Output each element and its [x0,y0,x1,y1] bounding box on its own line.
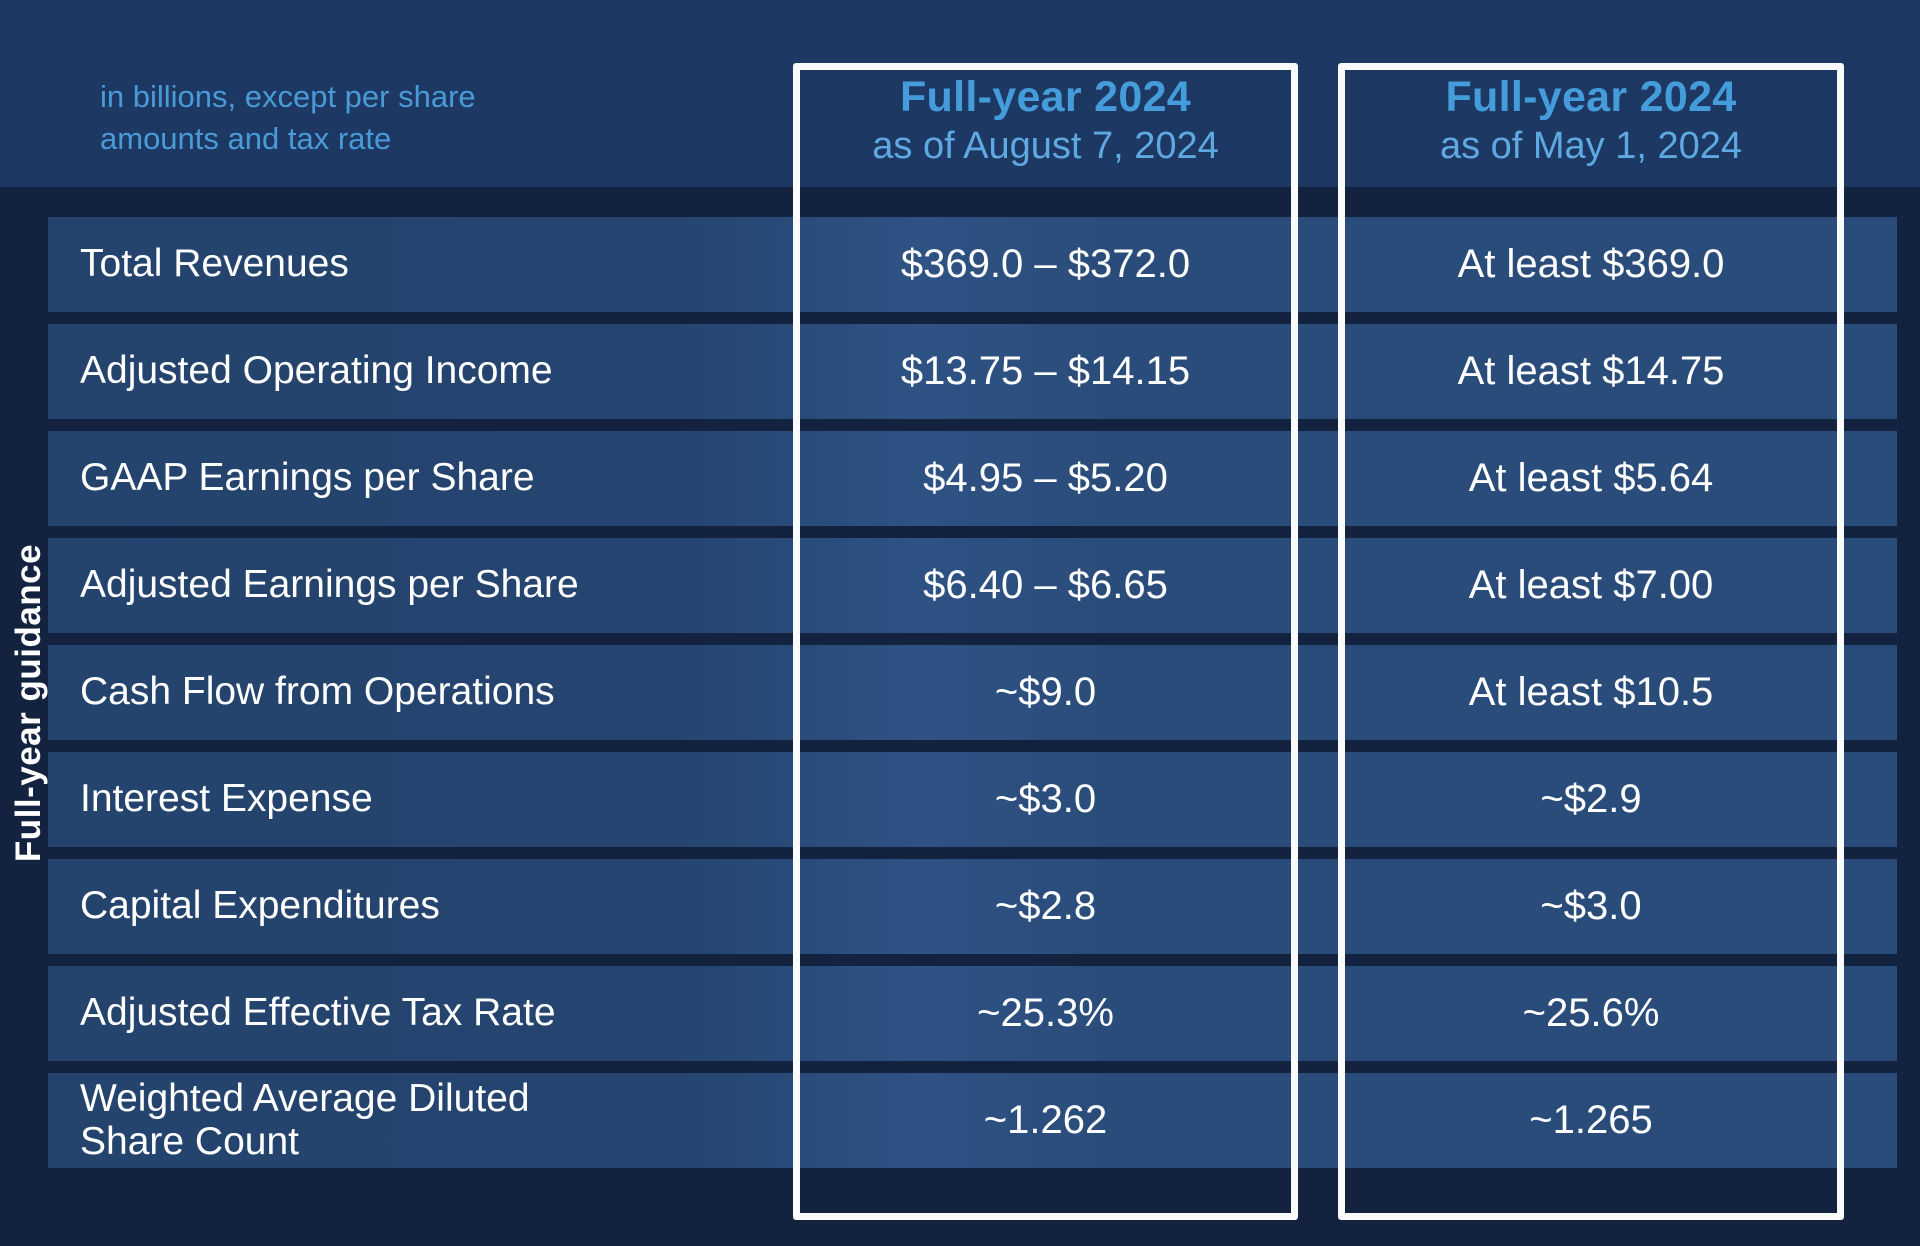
value-may1: ~$2.9 [1540,777,1642,821]
column-title: Full-year 2024 [899,73,1192,121]
value-aug7: $369.0 – $372.0 [900,242,1191,286]
aug-column-outline-box [793,63,1298,1220]
row-label: Interest Expense [80,777,373,821]
header-band [0,0,1920,187]
row-label: Cash Flow from Operations [80,670,555,714]
row-label: GAAP Earnings per Share [80,456,535,500]
may-column-outline-box [1338,63,1844,1220]
row-label: Adjusted Operating Income [80,349,553,393]
value-may1: ~$3.0 [1540,884,1642,928]
value-may1: ~1.265 [1529,1098,1653,1142]
table-row: GAAP Earnings per Share $4.95 – $5.20 At… [48,431,1897,526]
value-may1: At least $369.0 [1457,242,1725,286]
table-row: Capital Expenditures ~$2.8 ~$3.0 [48,859,1897,954]
row-label: Weighted Average Diluted Share Count [80,1077,530,1163]
row-label: Capital Expenditures [80,884,440,928]
table-row: Adjusted Operating Income $13.75 – $14.1… [48,324,1897,419]
value-may1: At least $7.00 [1468,563,1714,607]
value-aug7: ~$3.0 [994,777,1097,821]
value-may1: At least $14.75 [1457,349,1725,393]
table-row: Weighted Average Diluted Share Count ~1.… [48,1073,1897,1168]
row-label: Adjusted Earnings per Share [80,563,579,607]
column-subtitle: as of August 7, 2024 [872,124,1219,167]
table-row: Cash Flow from Operations ~$9.0 At least… [48,645,1897,740]
table-row: Adjusted Earnings per Share $6.40 – $6.6… [48,538,1897,633]
value-aug7: $4.95 – $5.20 [923,456,1168,500]
value-may1: At least $10.5 [1468,670,1714,714]
table-row: Adjusted Effective Tax Rate ~25.3% ~25.6… [48,966,1897,1061]
table-row: Total Revenues $369.0 – $372.0 At least … [48,217,1897,312]
column-title: Full-year 2024 [1445,73,1737,121]
value-may1: At least $5.64 [1468,456,1714,500]
value-aug7: ~$9.0 [994,670,1097,714]
row-label: Adjusted Effective Tax Rate [80,991,556,1035]
units-note: in billions, except per share amounts an… [100,79,476,156]
value-aug7: ~$2.8 [994,884,1097,928]
column-subtitle: as of May 1, 2024 [1439,124,1743,167]
value-aug7: $6.40 – $6.65 [923,563,1168,607]
table-row: Interest Expense ~$3.0 ~$2.9 [48,752,1897,847]
value-aug7: $13.75 – $14.15 [900,349,1191,393]
column-header-may: Full-year 2024 as of May 1, 2024 [1338,72,1844,169]
value-aug7: ~25.3% [977,991,1114,1035]
row-label: Total Revenues [80,242,349,286]
value-aug7: ~1.262 [983,1098,1108,1142]
value-may1: ~25.6% [1522,991,1660,1035]
column-header-aug: Full-year 2024 as of August 7, 2024 [793,72,1298,169]
